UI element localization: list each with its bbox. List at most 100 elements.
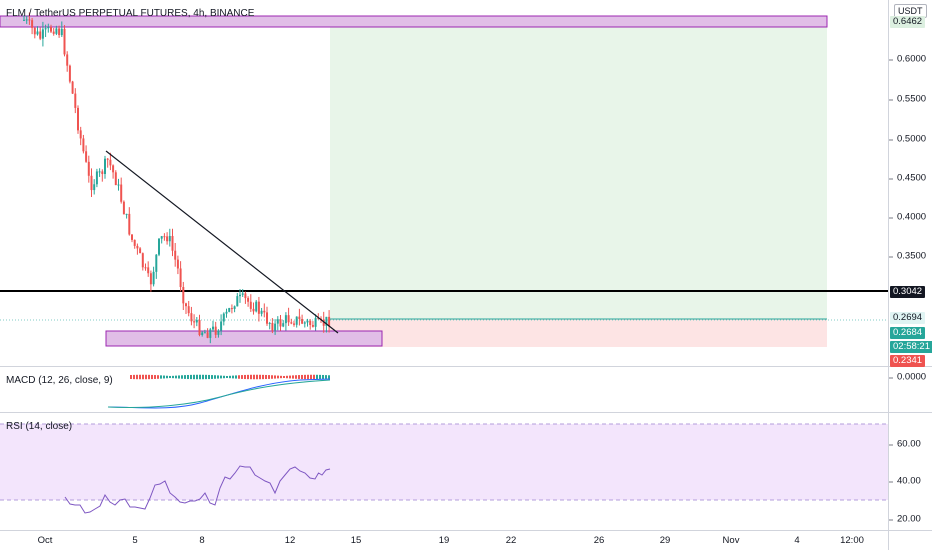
macd-axis[interactable]: 0.0000 (888, 367, 932, 412)
candle-body (55, 28, 58, 34)
time-axis[interactable]: Oct 5 8 12 15 19 22 26 29 Nov 4 12:00 (0, 530, 888, 550)
candle-body (279, 319, 282, 327)
candle-body (168, 235, 171, 242)
macd-histogram-bar (247, 374, 249, 380)
candle-body (44, 28, 47, 30)
macd-histogram-bar (322, 374, 324, 380)
time-tick: 4 (794, 535, 800, 546)
macd-histogram-bar (301, 374, 303, 380)
candle-body (112, 165, 115, 173)
price-chart-pane[interactable]: FLM / TetherUS PERPETUAL FUTURES, 4h, BI… (0, 0, 888, 366)
candle-body (225, 311, 228, 314)
time-tick: 15 (350, 535, 362, 546)
macd-histogram-bar (157, 375, 159, 379)
candle-body (25, 19, 28, 21)
macd-histogram-bar (136, 374, 138, 380)
rsi-label[interactable]: RSI (14, close) (6, 421, 73, 432)
macd-histogram-bar (274, 375, 276, 379)
candle-body (144, 267, 147, 269)
macd-histogram-bar (283, 375, 285, 379)
rsi-axis[interactable]: 60.00 40.00 20.00 (889, 413, 932, 530)
candle-body (212, 326, 214, 330)
candle-body (139, 248, 142, 254)
loss-zone[interactable] (330, 319, 827, 347)
target-price-tag: 0.6462 (890, 16, 926, 28)
macd-histogram-bar (310, 374, 312, 380)
candle-body (39, 31, 42, 39)
candle-body (36, 31, 39, 35)
entry-price-tag: 0.2684 (890, 327, 926, 339)
rsi-line (64, 465, 331, 514)
candle-body (171, 235, 174, 251)
candle-body (68, 65, 71, 82)
candle-body (163, 236, 166, 238)
macd-histogram-bar (319, 374, 321, 380)
candle-body (155, 254, 158, 272)
rsi-pane[interactable]: RSI (14, close) (0, 413, 888, 530)
macd-pane[interactable]: MACD (12, 26, close, 9) (0, 367, 888, 412)
candle-body (201, 332, 204, 336)
rsi-tick: 60.00 (889, 438, 921, 450)
candle-body (290, 322, 293, 324)
candle-body (190, 313, 193, 322)
candle-body (328, 316, 331, 327)
rsi-canvas (0, 423, 888, 514)
price-axis[interactable]: USDT 0.6000 0.5500 0.5000 0.4500 0.4000 … (888, 0, 932, 367)
candle-body (214, 326, 217, 335)
macd-histogram (130, 374, 330, 380)
rsi-tick: 40.00 (889, 475, 921, 487)
macd-histogram-bar (295, 375, 297, 379)
candle-body (109, 159, 112, 166)
macd-signal-line (107, 379, 331, 409)
candle-body (52, 31, 55, 34)
pane-separator[interactable] (0, 366, 932, 367)
pane-separator[interactable] (0, 412, 932, 413)
candle-body (104, 158, 106, 175)
candle-body (233, 306, 236, 309)
macd-histogram-bar (211, 375, 213, 379)
price-chart-canvas[interactable] (0, 0, 888, 366)
candle-body (82, 138, 85, 152)
macd-histogram-bar (313, 374, 315, 380)
candle-body (74, 93, 77, 108)
macd-histogram-bar (193, 374, 195, 380)
macd-histogram-bar (160, 375, 162, 379)
candle-body (174, 250, 177, 260)
candle-body (306, 320, 309, 323)
macd-histogram-bar (196, 374, 198, 380)
price-tick: 0.6000 (888, 53, 927, 65)
price-tick: 0.4500 (888, 172, 927, 184)
macd-histogram-bar (199, 374, 201, 380)
candle-body (28, 19, 31, 21)
symbol-title[interactable]: FLM / TetherUS PERPETUAL FUTURES, 4h, BI… (6, 8, 255, 19)
macd-histogram-bar (277, 375, 279, 379)
candle-body (47, 27, 50, 29)
candle-body (23, 19, 25, 21)
profit-zone[interactable] (330, 22, 827, 319)
candle-body (85, 151, 88, 162)
macd-histogram-bar (316, 374, 318, 380)
time-tick: Nov (722, 535, 740, 546)
bar-countdown-tag: 02:58:21 (890, 341, 932, 353)
macd-histogram-bar (325, 375, 327, 379)
time-tick: 12 (284, 535, 296, 546)
candle-body (203, 332, 206, 334)
top-supply-zone[interactable] (0, 15, 828, 28)
bottom-demand-zone[interactable] (105, 330, 383, 347)
candle-body (149, 273, 152, 285)
macd-histogram-bar (304, 374, 306, 380)
candle-body (122, 201, 125, 215)
level-price-tag: 0.3042 (890, 286, 926, 298)
macd-histogram-bar (232, 375, 234, 379)
rsi-band (0, 424, 888, 500)
candle-body (222, 313, 225, 322)
macd-histogram-bar (280, 375, 282, 379)
candle-body (133, 239, 136, 246)
candle-body (125, 213, 128, 215)
candle-body (257, 301, 260, 314)
descending-trend-line[interactable] (105, 150, 339, 334)
candle-body (247, 298, 250, 302)
macd-histogram-bar (223, 375, 225, 379)
macd-label[interactable]: MACD (12, 26, close, 9) (6, 375, 113, 386)
time-tick: Oct (37, 535, 53, 546)
